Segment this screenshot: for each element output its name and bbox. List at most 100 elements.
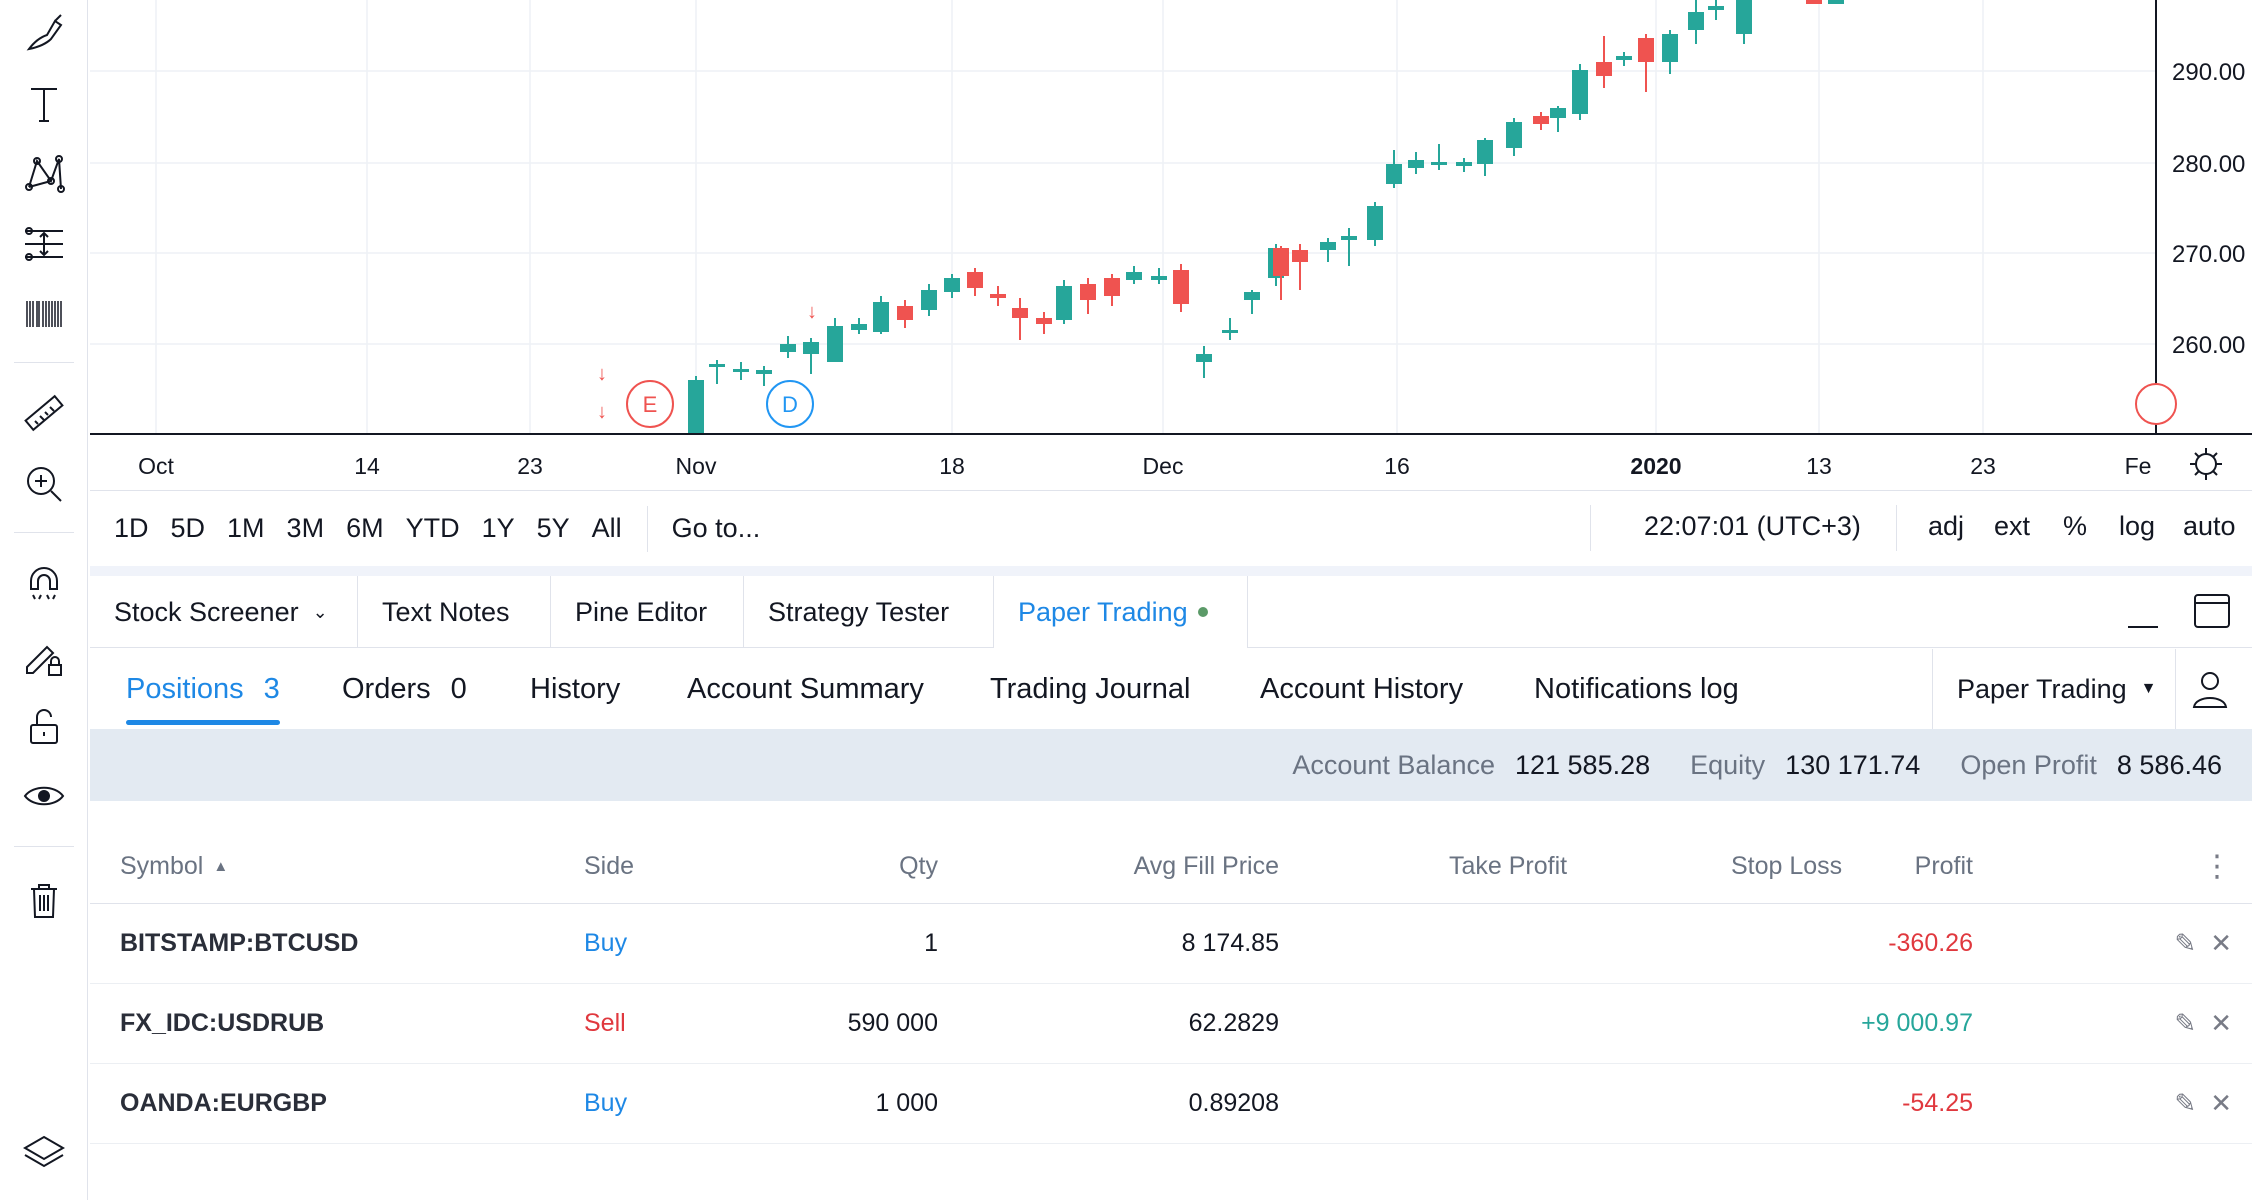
ruler-icon [24, 394, 64, 432]
text-icon [31, 88, 57, 122]
range-button-3m[interactable]: 3M [286, 513, 325, 543]
icon-barcode [26, 301, 62, 327]
clock-timezone-button[interactable]: 22:07:01 (UTC+3) [1644, 511, 1861, 541]
brush-tool[interactable] [14, 6, 74, 62]
candle-body [1533, 116, 1549, 124]
tab-history[interactable]: History [530, 672, 621, 705]
column-stop-loss[interactable]: Stop Loss [1731, 852, 1843, 880]
goto-date-button[interactable]: Go to... [671, 513, 761, 543]
barcode-tool[interactable] [14, 286, 74, 342]
magnet-icon [30, 567, 58, 600]
table-row[interactable]: OANDA:EURGBP Buy 1 000 0.89208 -54.25 ✎ … [90, 1064, 2252, 1144]
position-qty: 590 000 [847, 1009, 938, 1037]
tab-account-summary[interactable]: Account Summary [687, 672, 924, 705]
tab-label: Pine Editor [575, 596, 708, 627]
range-button-1m[interactable]: 1M [227, 513, 265, 543]
tab-positions[interactable]: Positions 3 [126, 649, 280, 729]
candle-body [1173, 270, 1189, 304]
log-scale-toggle[interactable]: log [2119, 511, 2156, 541]
candle-body [1506, 122, 1522, 148]
open-profit-value: 8 586.46 [2116, 749, 2222, 780]
pencil-icon: ✎ [2174, 1008, 2197, 1038]
range-button-6m[interactable]: 6M [346, 513, 384, 543]
time-label: 2020 [1630, 453, 1681, 479]
range-button-5y[interactable]: 5Y [536, 513, 570, 543]
range-divider [1590, 505, 1591, 551]
candlestick-chart[interactable]: 290.00 280.00 270.00 260.00 Oct 14 23 No… [90, 0, 2252, 490]
range-button-1y[interactable]: 1Y [481, 513, 515, 543]
table-header: Symbol ▲ Side Qty Avg Fill Price Take Pro… [90, 830, 2252, 904]
table-row[interactable]: BITSTAMP:BTCUSD Buy 1 8 174.85 -360.26 ✎… [90, 904, 2252, 984]
minimize-panel-button[interactable] [2128, 600, 2158, 630]
tab-pine-editor[interactable]: Pine Editor [551, 576, 744, 648]
tab-paper-trading[interactable]: Paper Trading [994, 576, 1248, 648]
percent-scale-toggle[interactable]: % [2063, 511, 2088, 541]
candlestick-series [688, 0, 1844, 434]
column-avg-fill-price[interactable]: Avg Fill Price [1133, 852, 1279, 880]
magnet-tool[interactable] [14, 558, 74, 614]
price-chart[interactable]: 290.00 280.00 270.00 260.00 Oct 14 23 No… [90, 0, 2252, 490]
column-profit[interactable]: Profit [1914, 852, 1973, 880]
candle-body [1126, 272, 1142, 280]
pattern-icon [25, 155, 65, 193]
hide-drawings-tool[interactable] [14, 768, 74, 824]
tab-account-history[interactable]: Account History [1260, 672, 1464, 705]
positions-table: Symbol ▲ Side Qty Avg Fill Price Take Pro… [90, 830, 2252, 1144]
zoom-tool[interactable] [14, 456, 74, 512]
equity-label: Equity [1690, 749, 1766, 780]
prediction-tool[interactable] [14, 216, 74, 272]
tab-stock-screener[interactable]: Stock Screener ⌄ [90, 576, 358, 648]
candle-body [921, 290, 937, 310]
text-tool[interactable] [14, 76, 74, 132]
range-button-1d[interactable]: 1D [114, 513, 149, 543]
pattern-tool[interactable] [14, 146, 74, 202]
positions-count: 3 [263, 672, 280, 705]
maximize-panel-button[interactable] [2194, 594, 2230, 628]
candle-body [1151, 276, 1167, 280]
candle-body [1222, 330, 1238, 333]
column-qty[interactable]: Qty [899, 852, 938, 880]
tab-text-notes[interactable]: Text Notes [358, 576, 551, 648]
broker-selector[interactable]: Paper Trading ▼ [1932, 649, 2176, 729]
earnings-event-marker[interactable]: E [626, 380, 674, 428]
adj-toggle[interactable]: adj [1928, 511, 1965, 541]
edit-position-button[interactable]: ✎ [2174, 1008, 2196, 1039]
tab-orders[interactable]: Orders 0 [342, 649, 467, 729]
measure-tool[interactable] [14, 386, 74, 442]
tab-notifications-log[interactable]: Notifications log [1534, 672, 1739, 705]
remove-drawings-tool[interactable] [14, 872, 74, 928]
close-position-button[interactable]: ✕ [2210, 1008, 2232, 1039]
tab-strategy-tester[interactable]: Strategy Tester [744, 576, 994, 648]
lock-all-tool[interactable] [14, 698, 74, 754]
table-settings-button[interactable]: ⋮ [2202, 830, 2232, 903]
dividend-event-label: D [782, 392, 798, 417]
candle-body [780, 344, 796, 352]
ext-toggle[interactable]: ext [1994, 511, 2031, 541]
range-button-5d[interactable]: 5D [170, 513, 206, 543]
edit-position-button[interactable]: ✎ [2174, 1088, 2196, 1119]
edit-position-button[interactable]: ✎ [2174, 928, 2196, 959]
column-take-profit[interactable]: Take Profit [1449, 852, 1568, 880]
table-row[interactable]: FX_IDC:USDRUB Sell 590 000 62.2829 +9 00… [90, 984, 2252, 1064]
candle-body [1386, 164, 1402, 184]
close-position-button[interactable]: ✕ [2210, 1088, 2232, 1119]
column-side[interactable]: Side [584, 852, 635, 880]
lock-drawings-tool[interactable] [14, 628, 74, 684]
dividend-event-marker[interactable]: D [766, 380, 814, 428]
tab-trading-journal[interactable]: Trading Journal [990, 672, 1191, 705]
candle-body [1806, 0, 1822, 4]
equity-value: 130 171.74 [1785, 749, 1921, 780]
position-symbol: OANDA:EURGBP [120, 1089, 327, 1117]
range-button-all[interactable]: All [591, 513, 622, 543]
maximize-icon [2196, 602, 2228, 604]
account-user-button[interactable] [2188, 667, 2232, 711]
object-tree-tool[interactable] [14, 1124, 74, 1180]
toolbar-divider [14, 846, 74, 847]
close-position-button[interactable]: ✕ [2210, 928, 2232, 959]
event-marker-partial[interactable] [2135, 383, 2177, 425]
range-button-ytd[interactable]: YTD [405, 513, 460, 543]
position-symbol: FX_IDC:USDRUB [120, 1009, 325, 1037]
chart-settings-button[interactable] [2190, 448, 2222, 480]
column-symbol[interactable]: Symbol ▲ [120, 830, 228, 903]
auto-scale-toggle[interactable]: auto [2183, 511, 2236, 541]
